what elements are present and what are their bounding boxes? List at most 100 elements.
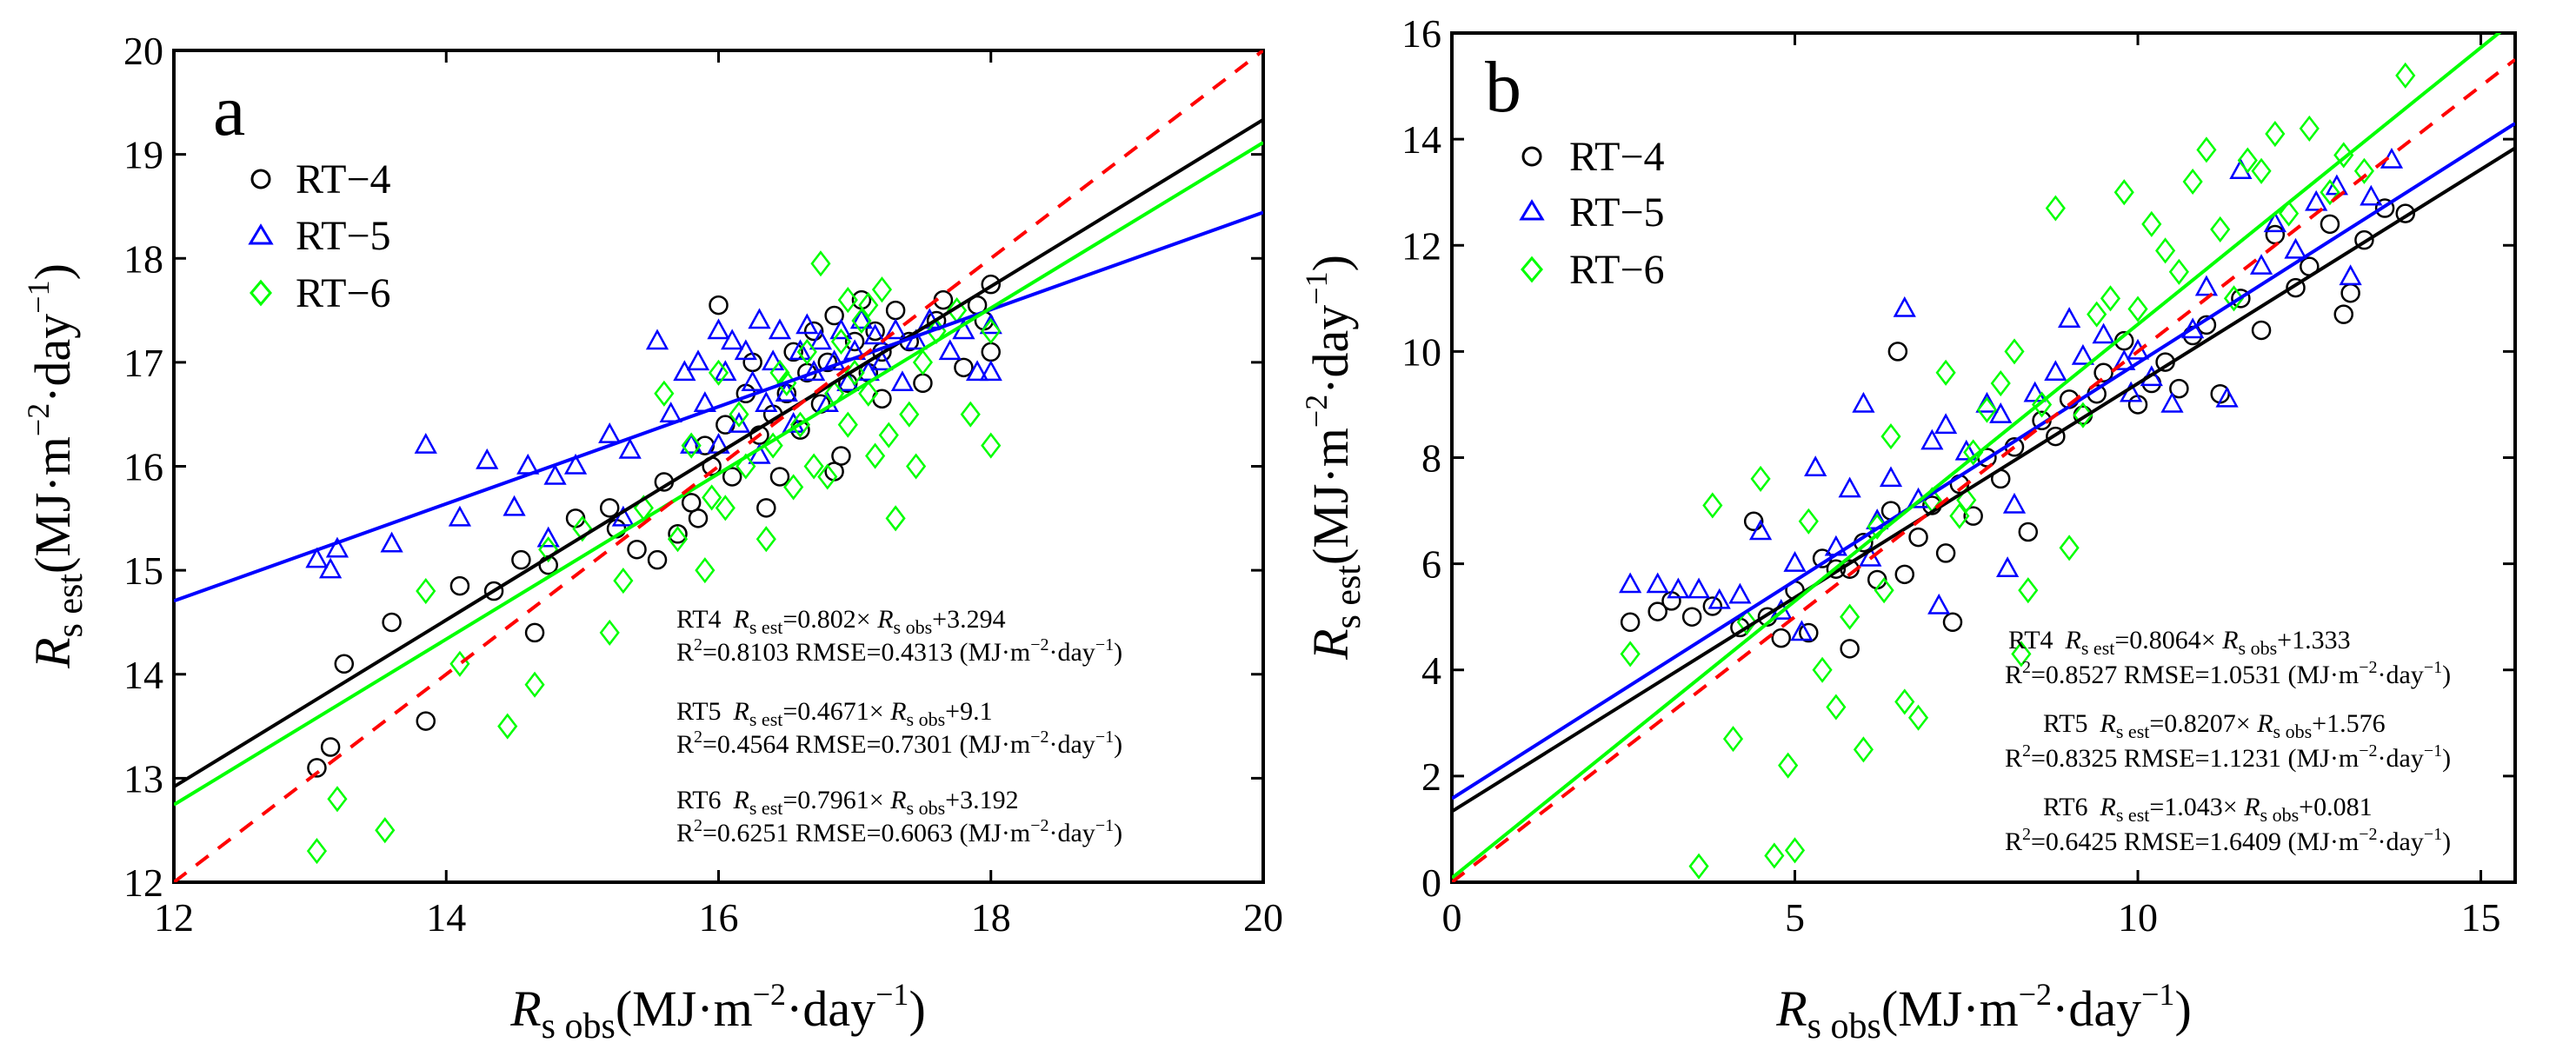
point-rt6 xyxy=(803,453,824,480)
panel-a: 12 13 14 15 16 17 18 19 20 12 14 16 18 20 a RT−4 RT−… xyxy=(21,29,1283,1046)
x-tick-label: 15 xyxy=(2461,895,2501,940)
y-tick-label: 18 xyxy=(123,236,163,281)
point-rt5 xyxy=(1879,466,1903,488)
equation-rt5: RT5 Rs est=0.8207× Rs obs+1.576 R2=0.8325… xyxy=(2005,709,2451,773)
point-rt5 xyxy=(1783,551,1807,572)
point-rt5 xyxy=(659,402,682,422)
point-rt6 xyxy=(2196,136,2217,163)
legend-label-rt6: RT−6 xyxy=(296,270,391,316)
point-rt5 xyxy=(890,370,915,392)
point-rt5 xyxy=(2181,317,2205,339)
point-rt6 xyxy=(306,838,328,865)
y-tick-label: 6 xyxy=(1421,542,1441,587)
point-rt6 xyxy=(2279,200,2300,227)
point-rt5 xyxy=(870,349,894,371)
point-rt6 xyxy=(1935,359,1956,386)
point-rt4 xyxy=(2286,277,2306,298)
fit-line-rt6 xyxy=(1452,33,2502,880)
point-rt5 xyxy=(2002,492,2027,514)
legend-label-rt4: RT−4 xyxy=(1569,134,1665,180)
point-rt6 xyxy=(1907,704,1929,731)
point-rt5 xyxy=(755,391,778,412)
y-tick-label: 17 xyxy=(123,341,163,385)
point-rt4 xyxy=(320,737,341,757)
point-rt6 xyxy=(1688,853,1709,880)
one-to-one-line xyxy=(1452,57,2515,882)
point-rt4 xyxy=(1887,342,1908,362)
y-tick-label: 15 xyxy=(123,548,163,593)
point-rt5 xyxy=(965,360,989,382)
equation-rt4: RT4 Rs est=0.802× Rs obs+3.294 R2=0.8103 … xyxy=(676,605,1122,667)
point-rt6 xyxy=(960,401,981,428)
point-rt6 xyxy=(1764,842,1785,869)
fit-line-rt5 xyxy=(174,210,1263,603)
point-rt6 xyxy=(1874,577,1894,604)
point-rt5 xyxy=(809,329,833,350)
point-rt6 xyxy=(538,536,559,563)
point-rt6 xyxy=(2059,535,2080,561)
point-rt6 xyxy=(1750,465,1771,492)
legend-label-rt5: RT−5 xyxy=(296,213,391,259)
point-rt4 xyxy=(2169,378,2189,399)
point-rt6 xyxy=(654,380,675,407)
y-tick-label: 12 xyxy=(1401,223,1441,268)
point-rt6 xyxy=(715,495,736,522)
point-rt4 xyxy=(449,575,470,596)
point-rt5 xyxy=(1852,391,1875,413)
point-rt6 xyxy=(885,505,906,532)
point-rt6 xyxy=(837,287,858,314)
point-rt6 xyxy=(2127,296,2148,322)
point-rt5 xyxy=(1838,476,1861,498)
fit-line-rt6 xyxy=(174,141,1263,807)
point-rt4 xyxy=(2046,426,2066,447)
x-tick-label: 0 xyxy=(1442,895,1462,940)
point-rt5 xyxy=(707,318,730,340)
point-rt5 xyxy=(789,339,812,361)
point-rt6 xyxy=(1812,656,1833,683)
point-rt5 xyxy=(741,370,764,392)
point-rt5 xyxy=(849,308,874,329)
point-rt6 xyxy=(2223,285,2245,312)
legend-label-rt6: RT−6 xyxy=(1569,247,1665,293)
legend-marker-rt4 xyxy=(250,169,271,189)
y-axis-title: Rs est(MJ·m−2·day−1) xyxy=(1299,255,1368,661)
point-rt5 xyxy=(1927,593,1951,615)
point-rt5 xyxy=(448,505,472,527)
point-rt4 xyxy=(483,581,504,601)
point-rt6 xyxy=(2018,577,2039,604)
point-rt6 xyxy=(1784,837,1806,864)
point-rt5 xyxy=(795,313,819,335)
point-rt6 xyxy=(906,453,927,480)
point-rt5 xyxy=(598,422,622,443)
y-tick-label: 8 xyxy=(1421,436,1441,481)
equation-rt6: RT6 Rs est=1.043× Rs obs+0.081 R2=0.6425 … xyxy=(2005,793,2451,856)
fit-equations: RT4 Rs est=0.8064× Rs obs+1.333 R2=0.8527… xyxy=(2005,626,2451,856)
point-rt6 xyxy=(681,432,702,459)
point-rt5 xyxy=(1790,620,1814,641)
y-tick-label: 13 xyxy=(123,756,163,801)
legend-label-rt5: RT−5 xyxy=(1569,189,1665,236)
y-axis-title: Rs est(MJ·m−2·day−1) xyxy=(21,263,90,669)
point-rt4 xyxy=(722,467,742,487)
point-rt6 xyxy=(851,307,872,335)
point-rt6 xyxy=(497,713,518,740)
point-rt4 xyxy=(1799,622,1819,643)
legend-marker-rt6 xyxy=(250,279,272,307)
point-rt5 xyxy=(680,432,703,454)
point-rt5 xyxy=(727,412,751,433)
point-rt6 xyxy=(783,474,804,501)
point-rt6 xyxy=(865,442,886,469)
point-rt4 xyxy=(1826,559,1847,579)
legend-marker-rt5 xyxy=(248,223,274,245)
fit-line-rt4 xyxy=(1452,146,2515,814)
point-rt5 xyxy=(673,360,696,382)
point-rt4 xyxy=(2395,203,2416,223)
x-axis-ticks: 0 5 10 15 xyxy=(1442,33,2501,940)
point-rt6 xyxy=(2182,168,2203,196)
point-rt5 xyxy=(1934,413,1958,435)
svg-text:R2=0.8325 RMSE=1.1231 (MJ·m−2: R2=0.8325 RMSE=1.1231 (MJ·m−2·day−1) xyxy=(2005,741,2451,773)
point-rt5 xyxy=(536,526,560,548)
